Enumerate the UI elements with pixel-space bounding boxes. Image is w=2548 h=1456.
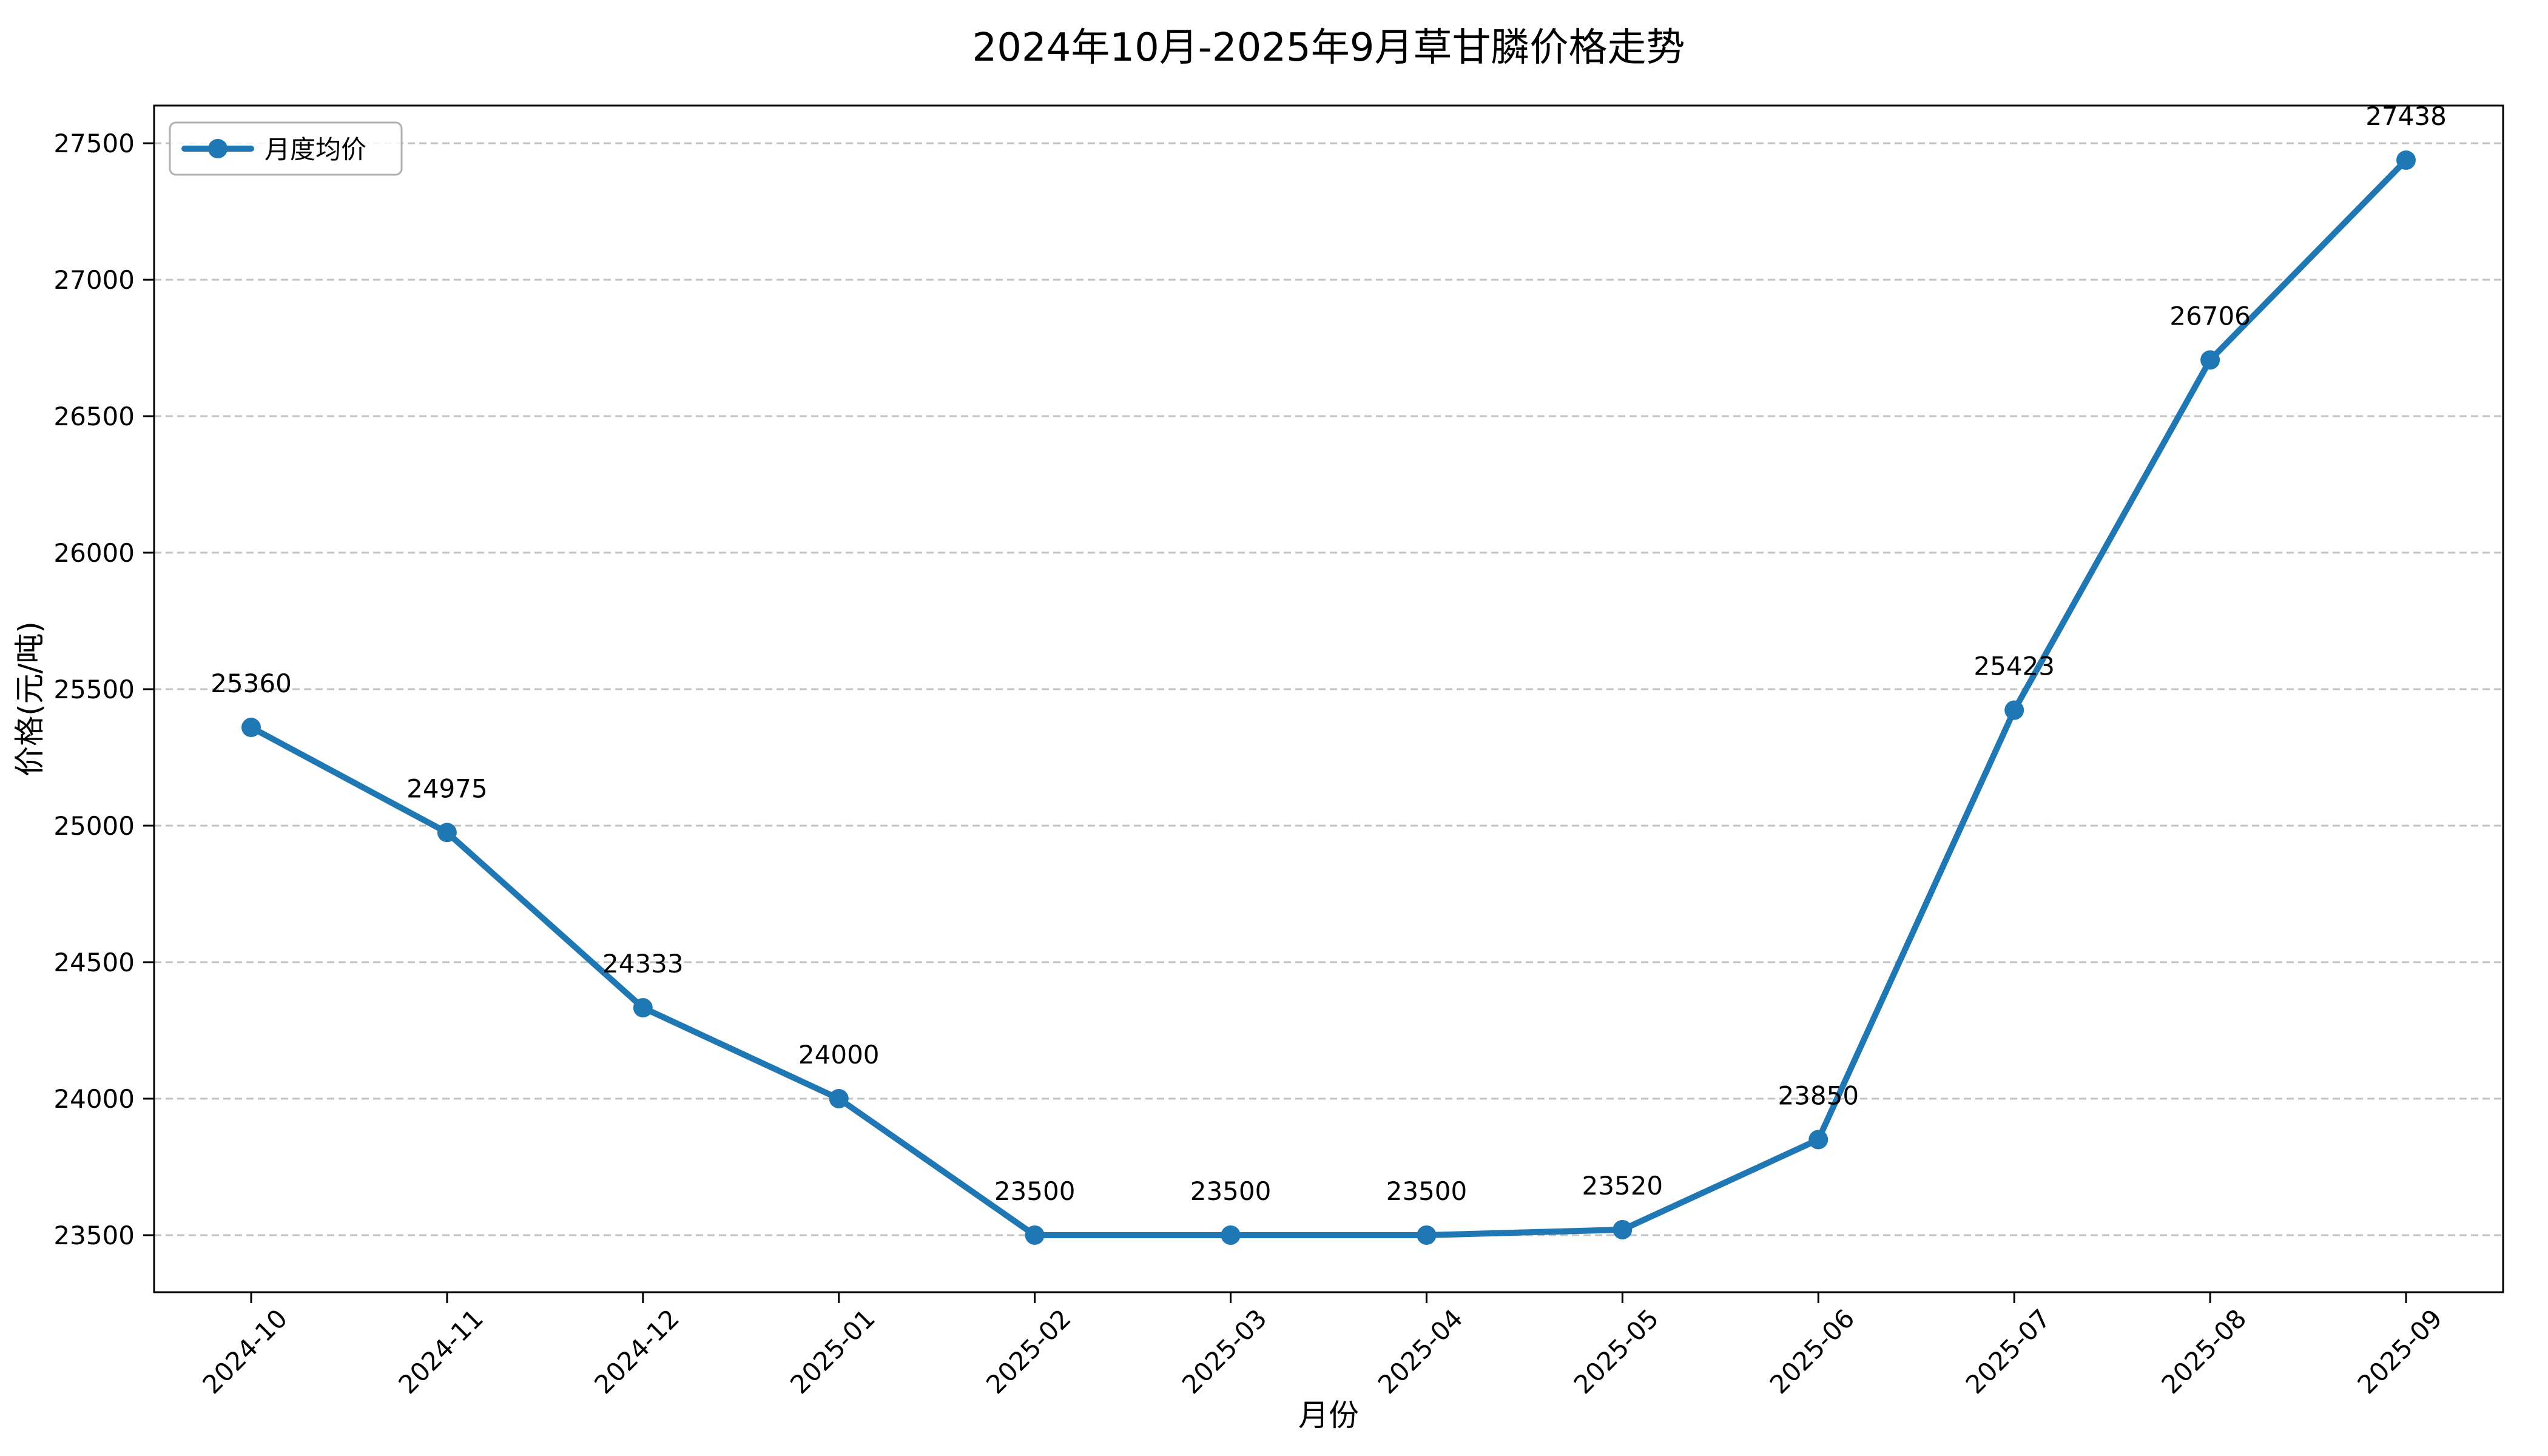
data-point-marker (1025, 1225, 1045, 1245)
x-tick-label: 2025-03 (1176, 1303, 1273, 1400)
data-point-marker (633, 998, 653, 1018)
y-tick-label: 27000 (53, 265, 135, 295)
data-point-label: 26706 (2169, 301, 2251, 331)
chart-labels: 2024年10月-2025年9月草甘膦价格走势 月份 价格(元/吨) 月度均价 (12, 25, 1685, 1433)
x-tick-label: 2025-07 (1960, 1303, 2057, 1400)
data-point-marker (1221, 1225, 1241, 1245)
data-point-label: 24975 (406, 774, 488, 803)
y-axis-label: 价格(元/吨) (12, 621, 47, 777)
data-point-label: 23500 (1386, 1176, 1468, 1206)
data-point-label: 24333 (602, 949, 684, 979)
data-point-label: 24000 (798, 1040, 880, 1070)
y-tick-label: 24000 (53, 1084, 135, 1114)
y-tick-label: 26000 (53, 538, 135, 568)
x-tick-label: 2025-01 (784, 1303, 881, 1400)
y-tick-label: 23500 (53, 1221, 135, 1250)
data-point-marker (1613, 1219, 1633, 1239)
plot-border (153, 104, 2504, 1293)
data-point-label: 23520 (1582, 1171, 1663, 1201)
x-tick-label: 2025-06 (1764, 1303, 1861, 1400)
data-point-marker (2396, 150, 2416, 170)
data-point-marker (437, 823, 457, 843)
data-point-label: 25423 (1973, 652, 2055, 681)
plot-area: 23500 24000 24500 25000 25500 26000 26500 27000… (53, 101, 2504, 1400)
data-point-label: 23850 (1778, 1080, 1859, 1110)
x-tick-label: 2024-10 (197, 1303, 293, 1400)
data-point-marker (829, 1088, 849, 1108)
chart-title: 2024年10月-2025年9月草甘膦价格走势 (972, 25, 1685, 70)
data-point-label: 27438 (2365, 101, 2447, 131)
legend-marker-icon (208, 139, 228, 158)
x-tick-label: 2025-05 (1568, 1303, 1665, 1400)
data-point-marker (2004, 700, 2024, 720)
x-tick-label: 2025-09 (2351, 1303, 2448, 1400)
data-point-label: 23500 (1190, 1176, 1272, 1206)
legend-label: 月度均价 (265, 135, 366, 164)
data-point-label: 25360 (211, 669, 292, 698)
x-axis-label: 月份 (1298, 1398, 1359, 1433)
legend: 月度均价 (169, 121, 403, 176)
data-point-label: 23500 (994, 1176, 1076, 1206)
y-tick-label: 25000 (53, 811, 135, 841)
x-tick-label: 2025-02 (980, 1303, 1077, 1400)
data-point-marker (241, 718, 261, 738)
data-point-marker (2200, 350, 2220, 370)
y-tick-label: 25500 (53, 675, 135, 704)
x-tick-label: 2024-12 (588, 1303, 685, 1400)
y-tick-label: 24500 (53, 948, 135, 977)
y-tick-label: 26500 (53, 402, 135, 431)
x-tick-label: 2025-08 (2155, 1303, 2252, 1400)
x-tick-label: 2024-11 (393, 1303, 489, 1400)
data-point-marker (1417, 1225, 1437, 1245)
y-tick-label: 27500 (53, 129, 135, 158)
x-tick-label: 2025-04 (1372, 1303, 1469, 1400)
legend-box (169, 121, 403, 176)
data-point-marker (1808, 1130, 1828, 1150)
price-line (248, 157, 2409, 1238)
